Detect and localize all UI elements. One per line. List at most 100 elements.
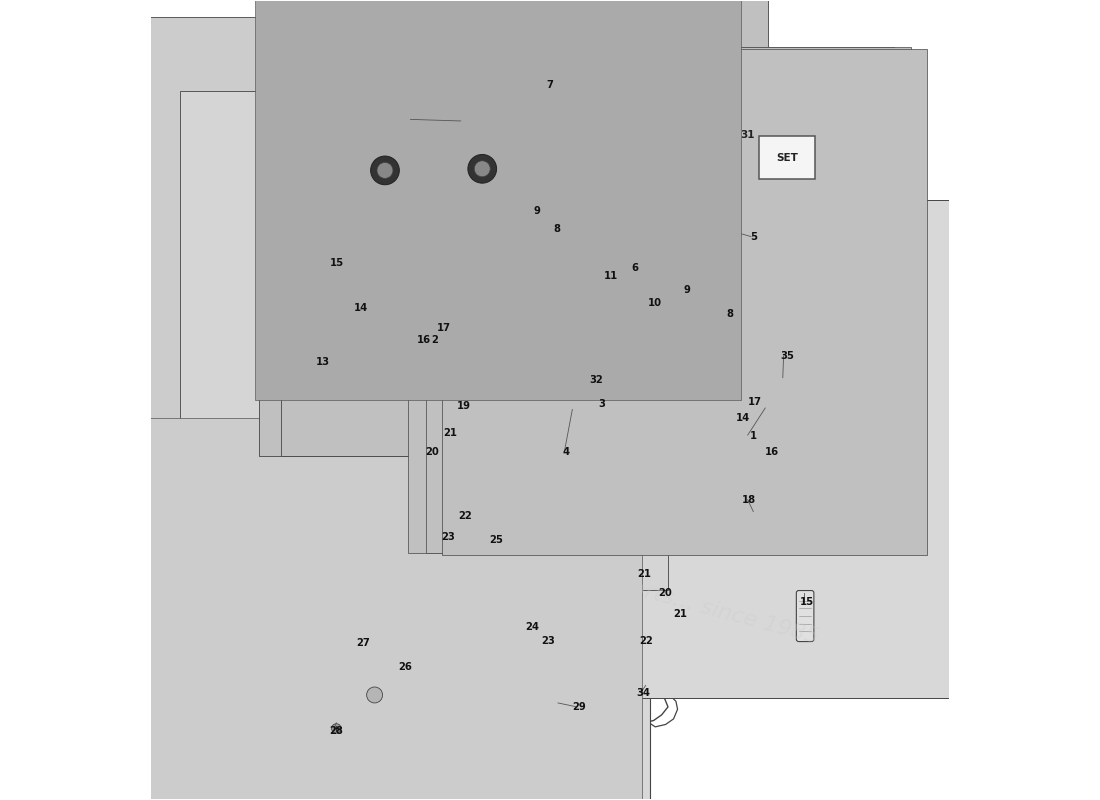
Circle shape bbox=[371, 156, 399, 185]
Circle shape bbox=[459, 397, 485, 422]
Circle shape bbox=[777, 346, 789, 358]
Text: 34: 34 bbox=[636, 687, 650, 698]
FancyBboxPatch shape bbox=[282, 0, 768, 456]
Circle shape bbox=[474, 161, 491, 177]
Circle shape bbox=[458, 515, 471, 527]
Circle shape bbox=[647, 310, 653, 317]
Text: SET: SET bbox=[777, 153, 799, 162]
Polygon shape bbox=[361, 137, 500, 170]
Text: 17: 17 bbox=[748, 397, 762, 406]
Text: SET: SET bbox=[625, 181, 647, 190]
Polygon shape bbox=[442, 123, 472, 137]
Text: 1: 1 bbox=[750, 431, 757, 441]
Circle shape bbox=[592, 460, 607, 476]
FancyBboxPatch shape bbox=[759, 136, 815, 179]
Text: 8: 8 bbox=[727, 309, 734, 319]
Text: 21: 21 bbox=[673, 609, 686, 618]
Polygon shape bbox=[395, 117, 514, 372]
Polygon shape bbox=[588, 352, 661, 402]
Text: 9: 9 bbox=[684, 285, 691, 295]
Text: 20: 20 bbox=[425, 447, 439, 457]
Circle shape bbox=[331, 724, 341, 734]
Text: 23: 23 bbox=[541, 636, 556, 646]
Circle shape bbox=[496, 182, 503, 188]
Text: 28: 28 bbox=[329, 726, 343, 736]
Text: 19: 19 bbox=[456, 402, 471, 411]
Polygon shape bbox=[403, 484, 514, 571]
Text: 15: 15 bbox=[800, 597, 814, 606]
FancyBboxPatch shape bbox=[607, 164, 664, 207]
Text: 14: 14 bbox=[736, 413, 750, 422]
Circle shape bbox=[645, 289, 650, 295]
Circle shape bbox=[673, 289, 679, 295]
Text: 25: 25 bbox=[490, 534, 504, 545]
Circle shape bbox=[468, 154, 496, 183]
Circle shape bbox=[444, 427, 453, 437]
FancyBboxPatch shape bbox=[125, 418, 642, 800]
Polygon shape bbox=[558, 402, 746, 469]
Text: 9: 9 bbox=[534, 206, 540, 216]
FancyBboxPatch shape bbox=[426, 47, 911, 553]
Text: 16: 16 bbox=[764, 447, 779, 457]
Text: 23: 23 bbox=[441, 532, 454, 542]
Circle shape bbox=[488, 534, 499, 545]
FancyBboxPatch shape bbox=[432, 244, 488, 286]
Polygon shape bbox=[389, 117, 482, 137]
Circle shape bbox=[498, 213, 506, 221]
Circle shape bbox=[446, 530, 455, 540]
Circle shape bbox=[757, 326, 808, 378]
Text: 30: 30 bbox=[412, 238, 427, 248]
Text: 6: 6 bbox=[631, 263, 639, 274]
Polygon shape bbox=[560, 458, 748, 599]
Text: 21: 21 bbox=[637, 569, 651, 578]
Text: 3: 3 bbox=[598, 399, 605, 409]
Text: 32: 32 bbox=[590, 375, 603, 385]
FancyBboxPatch shape bbox=[94, 18, 579, 508]
FancyBboxPatch shape bbox=[530, 200, 1023, 698]
Text: 22: 22 bbox=[639, 636, 653, 646]
Text: 24: 24 bbox=[526, 622, 539, 632]
Text: euroParts: euroParts bbox=[526, 379, 925, 548]
Polygon shape bbox=[619, 186, 704, 241]
Circle shape bbox=[377, 162, 393, 178]
Circle shape bbox=[526, 182, 531, 188]
Polygon shape bbox=[395, 121, 439, 137]
Polygon shape bbox=[578, 466, 725, 547]
FancyBboxPatch shape bbox=[796, 590, 814, 642]
Text: 21: 21 bbox=[443, 429, 458, 438]
Text: 16: 16 bbox=[417, 335, 431, 346]
Text: SET: SET bbox=[450, 260, 471, 270]
FancyBboxPatch shape bbox=[180, 91, 668, 590]
Circle shape bbox=[668, 584, 679, 595]
Text: 33: 33 bbox=[588, 158, 604, 168]
Text: 4: 4 bbox=[562, 447, 570, 457]
Circle shape bbox=[724, 460, 739, 476]
Text: 35: 35 bbox=[781, 351, 794, 361]
FancyBboxPatch shape bbox=[408, 47, 893, 553]
Text: 7: 7 bbox=[547, 80, 553, 90]
Circle shape bbox=[681, 313, 688, 319]
Text: a passion for parts... since 1985: a passion for parts... since 1985 bbox=[471, 535, 821, 647]
Text: 10: 10 bbox=[648, 298, 662, 308]
Text: 15: 15 bbox=[330, 258, 344, 268]
Polygon shape bbox=[734, 145, 789, 402]
Circle shape bbox=[767, 336, 799, 368]
Polygon shape bbox=[388, 125, 432, 408]
Text: 27: 27 bbox=[355, 638, 370, 648]
Text: 14: 14 bbox=[354, 302, 368, 313]
Circle shape bbox=[520, 213, 528, 221]
Polygon shape bbox=[558, 145, 763, 412]
Text: 5: 5 bbox=[750, 231, 757, 242]
FancyBboxPatch shape bbox=[120, 406, 650, 800]
FancyBboxPatch shape bbox=[441, 50, 927, 555]
Polygon shape bbox=[415, 153, 494, 352]
Polygon shape bbox=[763, 145, 795, 575]
Polygon shape bbox=[469, 73, 560, 133]
Circle shape bbox=[444, 534, 455, 545]
Circle shape bbox=[366, 687, 383, 703]
Text: 22: 22 bbox=[458, 510, 472, 521]
Text: 11: 11 bbox=[604, 271, 618, 282]
FancyBboxPatch shape bbox=[353, 24, 516, 186]
Text: 29: 29 bbox=[573, 702, 586, 712]
Text: 2: 2 bbox=[431, 335, 438, 346]
